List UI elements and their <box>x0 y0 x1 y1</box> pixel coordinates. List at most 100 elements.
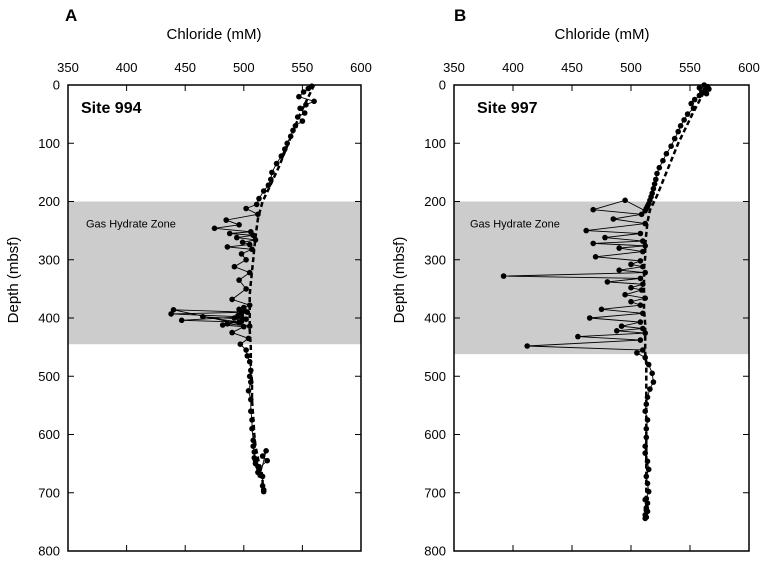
data-point-b-70 <box>524 343 530 349</box>
data-point-b-58 <box>628 298 634 305</box>
data-point-a-20 <box>260 188 267 194</box>
data-point-b-63 <box>637 319 644 325</box>
data-point-b-17 <box>663 150 670 157</box>
plot-frame-a <box>67 84 362 552</box>
data-point-a-38 <box>243 257 249 263</box>
data-point-b-62 <box>586 315 593 321</box>
baseline-line-a <box>248 84 316 490</box>
x-tick-label-b-450: 450 <box>561 60 583 75</box>
data-point-a-90 <box>264 457 271 464</box>
data-point-a-67 <box>243 347 249 353</box>
data-point-b-22 <box>651 181 658 187</box>
y-tick-label-a-500: 500 <box>38 369 60 384</box>
y-tick-label-b-800: 800 <box>424 544 446 559</box>
y-tick-label-a-0: 0 <box>53 78 60 93</box>
x-tick-label-b-550: 550 <box>679 60 701 75</box>
y-axis-title-b: Depth (mbsf) <box>391 237 408 324</box>
data-point-b-40 <box>590 240 596 247</box>
x-axis-title-b: Chloride (mM) <box>554 26 649 43</box>
data-point-a-62 <box>219 322 226 328</box>
data-point-b-9 <box>688 100 694 107</box>
data-point-b-19 <box>656 164 663 171</box>
panel-letter-a: A <box>65 6 77 25</box>
data-point-b-44 <box>592 253 599 260</box>
data-point-b-33 <box>638 211 645 218</box>
data-point-b-77 <box>647 386 653 392</box>
y-ticks-b: 0 100 200 300 400 500 600 700 800 <box>424 78 749 559</box>
data-point-a-42 <box>243 286 249 292</box>
data-point-a-60 <box>200 314 206 320</box>
y-tick-label-a-300: 300 <box>38 252 60 267</box>
y-tick-label-a-200: 200 <box>38 194 60 209</box>
data-point-a-54 <box>170 307 177 313</box>
y-tick-label-b-300: 300 <box>424 252 446 267</box>
data-point-b-20 <box>654 170 660 177</box>
data-point-a-3 <box>296 93 302 100</box>
baseline-line-b <box>642 84 709 519</box>
data-point-b-60 <box>598 306 605 313</box>
y-tick-label-b-0: 0 <box>439 78 446 93</box>
data-point-b-12 <box>681 117 687 123</box>
data-point-b-41 <box>642 243 648 249</box>
data-point-a-64 <box>229 329 235 336</box>
data-point-b-76 <box>650 379 657 385</box>
x-tick-label-a-400: 400 <box>116 60 138 75</box>
site-label-b: Site 997 <box>477 100 538 117</box>
panel-a: A Chloride (mM) Depth (mbsf) Gas Hydrate… <box>5 6 372 559</box>
data-point-b-36 <box>583 227 589 234</box>
y-ticks-a: 0 100 200 300 400 500 600 700 800 <box>38 78 361 559</box>
data-point-b-13 <box>677 123 684 129</box>
data-point-a-50 <box>231 315 238 321</box>
y-tick-label-a-600: 600 <box>38 427 60 442</box>
data-point-b-8 <box>691 96 698 103</box>
data-point-a-68 <box>244 353 251 359</box>
data-point-a-95 <box>260 488 267 495</box>
data-point-b-68 <box>575 333 581 340</box>
data-point-a-2 <box>300 89 307 95</box>
data-point-b-31 <box>622 197 628 204</box>
x-tick-label-a-600: 600 <box>350 60 372 75</box>
data-point-b-2 <box>696 85 703 91</box>
data-point-a-21 <box>256 195 262 202</box>
x-tick-label-b-400: 400 <box>502 60 524 75</box>
data-point-b-59 <box>637 302 644 309</box>
data-point-a-27 <box>211 225 218 232</box>
data-point-a-25 <box>223 217 229 223</box>
x-tick-label-a-450: 450 <box>174 60 196 75</box>
x-tick-label-b-350: 350 <box>443 60 465 75</box>
y-tick-label-a-100: 100 <box>38 136 60 151</box>
x-tick-label-b-500: 500 <box>620 60 642 75</box>
data-point-b-75 <box>649 370 655 377</box>
data-point-b-97 <box>642 515 648 522</box>
data-point-b-32 <box>590 206 596 213</box>
data-point-b-45 <box>637 258 644 264</box>
data-point-b-38 <box>602 234 608 241</box>
data-point-a-17 <box>269 169 275 176</box>
y-tick-label-b-600: 600 <box>424 427 446 442</box>
data-point-b-14 <box>675 128 681 135</box>
y-tick-label-b-400: 400 <box>424 311 446 326</box>
data-point-a-7 <box>301 110 308 116</box>
data-point-b-46 <box>628 261 634 268</box>
data-point-b-83 <box>643 434 650 441</box>
x-tick-label-a-500: 500 <box>233 60 255 75</box>
data-point-b-72 <box>634 350 640 356</box>
y-tick-label-b-700: 700 <box>424 485 446 500</box>
data-point-a-43 <box>229 296 235 303</box>
data-point-b-48 <box>616 267 622 274</box>
data-point-b-11 <box>684 111 691 117</box>
panel-letter-b: B <box>454 6 466 25</box>
data-point-b-21 <box>653 176 659 183</box>
plot-frame-b <box>453 84 750 552</box>
data-point-b-64 <box>618 323 625 330</box>
data-point-a-39 <box>231 263 238 270</box>
data-point-b-69 <box>637 337 644 343</box>
x-tick-label-a-350: 350 <box>57 60 79 75</box>
data-point-a-59 <box>236 319 242 325</box>
data-point-b-30 <box>642 208 648 214</box>
data-point-b-51 <box>637 275 644 282</box>
data-point-a-33 <box>239 239 246 246</box>
data-point-a-16 <box>273 160 280 167</box>
data-point-b-16 <box>668 143 674 149</box>
data-point-a-29 <box>226 230 233 237</box>
